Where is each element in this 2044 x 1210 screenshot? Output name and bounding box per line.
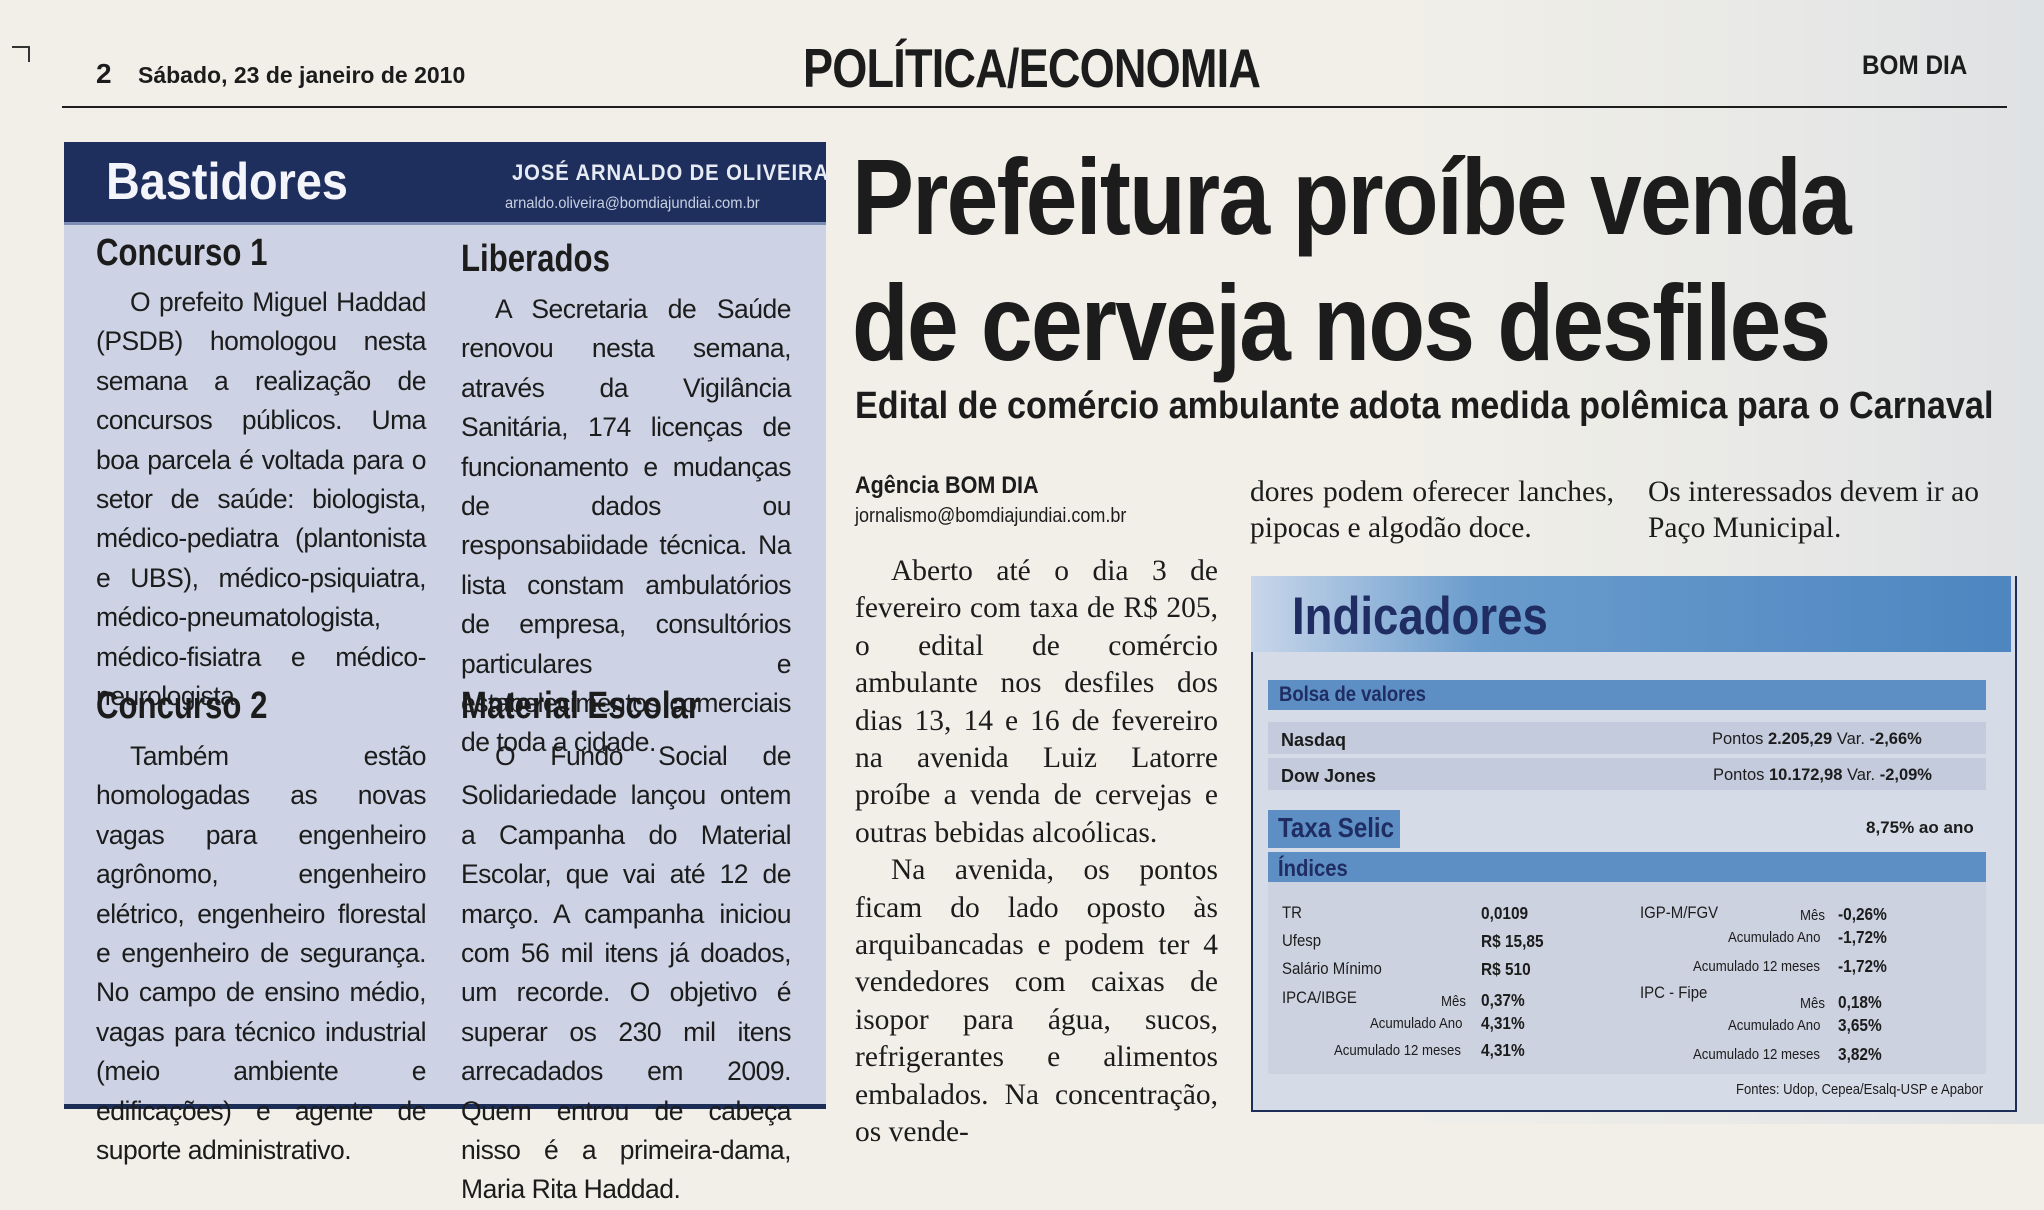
market-row xyxy=(1268,722,1986,754)
selic-bar xyxy=(1268,810,1400,848)
index-value: 4,31% xyxy=(1481,1040,1525,1060)
indices-table xyxy=(1268,882,1986,1074)
article-paragraph: Na avenida, os pontos ficam do lado opos… xyxy=(855,854,1218,1149)
page-date: Sábado, 23 de janeiro de 2010 xyxy=(138,62,466,88)
bastidores-title: Bastidores xyxy=(106,153,348,211)
indicadores-title: Indicadores xyxy=(1292,587,1548,646)
bolsa-label: Bolsa de valores xyxy=(1279,683,1426,706)
index-value: 3,65% xyxy=(1838,1015,1882,1035)
item-heading: Concurso 2 xyxy=(96,685,268,727)
market-name: Nasdaq xyxy=(1281,730,1347,750)
indicadores-title-bar xyxy=(1251,576,2011,652)
newspaper-brand: BOM DIA xyxy=(1862,50,1968,80)
item-text: Também estão homologadas as novas vagas … xyxy=(96,741,427,1166)
index-name: IPC - Fipe xyxy=(1640,983,1708,1002)
byline: Agência BOM DIA xyxy=(855,472,1039,499)
index-row-label: Acumulado 12 meses xyxy=(1693,1046,1820,1063)
index-value: -1,72% xyxy=(1838,956,1887,976)
index-value: 0,37% xyxy=(1481,990,1525,1010)
index-value: -0,26% xyxy=(1838,904,1887,924)
article-paragraph: Aberto até o dia 3 de fevereiro com taxa… xyxy=(855,555,1218,849)
sources-note: Fontes: Udop, Cepea/Esalq-USP e Apabor xyxy=(1736,1082,1984,1098)
bastidores-panel xyxy=(64,146,826,1109)
columnist-name: JOSÉ ARNALDO DE OLIVEIRA xyxy=(512,160,830,185)
market-values: Pontos 10.172,98 Var. -2,09% xyxy=(1713,766,1932,784)
index-row-label: Acumulado Ano xyxy=(1728,1017,1821,1034)
section-title: POLÍTICA/ECONOMIA xyxy=(803,37,1261,99)
selic-value: 8,75% ao ano xyxy=(1866,818,1974,837)
article-body: Aberto até o dia 3 de fevereiro com taxa… xyxy=(855,553,1218,1152)
item-heading: Concurso 1 xyxy=(96,232,268,274)
index-value: 4,31% xyxy=(1481,1013,1525,1033)
index-name: IGP-M/FGV xyxy=(1640,903,1719,922)
bolsa-bar xyxy=(1268,680,1986,710)
byline-email: jornalismo@bomdiajundiai.com.br xyxy=(855,505,1127,527)
index-row-label: Acumulado 12 meses xyxy=(1693,958,1820,975)
bastidores-title-bar xyxy=(64,142,826,225)
market-values: Pontos 2.205,29 Var. -2,66% xyxy=(1712,730,1922,748)
index-name: TR xyxy=(1282,903,1302,922)
market-row xyxy=(1268,758,1986,790)
indices-bar xyxy=(1268,852,1986,884)
index-row-label: Acumulado 12 meses xyxy=(1334,1042,1461,1059)
index-value: R$ 15,85 xyxy=(1481,931,1544,951)
article-continuation: Os interessados devem ir ao Paço Municip… xyxy=(1648,476,1979,544)
index-row-label: Mês xyxy=(1800,995,1825,1012)
indices-label: Índices xyxy=(1278,855,1348,881)
market-name: Dow Jones xyxy=(1281,766,1377,786)
header-rule xyxy=(62,106,2007,108)
index-value: 0,18% xyxy=(1838,992,1882,1012)
index-row-label: Mês xyxy=(1441,993,1466,1010)
index-name: Salário Mínimo xyxy=(1282,959,1382,978)
item-text: A Secretaria de Saúde renovou nesta sema… xyxy=(461,294,792,758)
index-name: Ufesp xyxy=(1282,931,1322,950)
crop-mark xyxy=(12,46,30,62)
columnist-email: arnaldo.oliveira@bomdiajundiai.com.br xyxy=(505,195,760,212)
subheadline: Edital de comércio ambulante adota medid… xyxy=(855,385,1994,427)
index-row-label: Acumulado Ano xyxy=(1370,1015,1463,1032)
item-heading: Liberados xyxy=(461,238,610,280)
headline-line: de cerveja nos desfiles xyxy=(852,262,1831,383)
index-name: IPCA/IBGE xyxy=(1282,988,1357,1007)
headline: Prefeitura proíbe venda de cerveja nos d… xyxy=(852,134,1884,386)
page-number: 2 xyxy=(96,58,112,89)
headline-line: Prefeitura proíbe venda xyxy=(852,136,1852,257)
index-value: 3,82% xyxy=(1838,1044,1882,1064)
index-row-label: Mês xyxy=(1800,907,1825,924)
index-value: R$ 510 xyxy=(1481,959,1531,979)
index-value: -1,72% xyxy=(1838,927,1887,947)
article-continuation: dores podem oferecer lanches, pipocas e … xyxy=(1250,476,1614,544)
index-row-label: Acumulado Ano xyxy=(1728,929,1821,946)
selic-label: Taxa Selic xyxy=(1278,812,1395,843)
item-text: O Fundo Social de Solidariedade lançou o… xyxy=(461,741,792,1205)
item-text: O prefeito Miguel Haddad (PSDB) homologo… xyxy=(96,287,427,712)
item-heading: Material Escolar xyxy=(461,685,701,727)
index-value: 0,0109 xyxy=(1481,903,1529,923)
